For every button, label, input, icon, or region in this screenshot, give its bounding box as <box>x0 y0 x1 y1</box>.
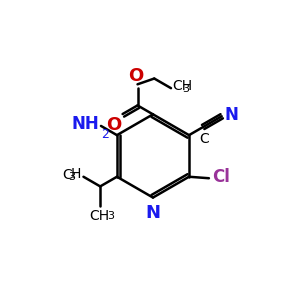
Text: O: O <box>128 67 144 85</box>
Text: C: C <box>199 132 208 146</box>
Text: NH: NH <box>72 115 100 133</box>
Text: CH: CH <box>172 80 193 93</box>
Text: 3: 3 <box>107 211 114 221</box>
Text: O: O <box>106 116 121 134</box>
Text: N: N <box>146 204 160 222</box>
Text: 2: 2 <box>101 128 109 141</box>
Text: H: H <box>71 167 81 182</box>
Text: 3: 3 <box>68 172 75 182</box>
Text: C: C <box>62 168 72 182</box>
Text: CH: CH <box>89 209 110 223</box>
Text: N: N <box>224 106 238 124</box>
Text: 3: 3 <box>182 84 189 94</box>
Text: Cl: Cl <box>212 168 230 186</box>
